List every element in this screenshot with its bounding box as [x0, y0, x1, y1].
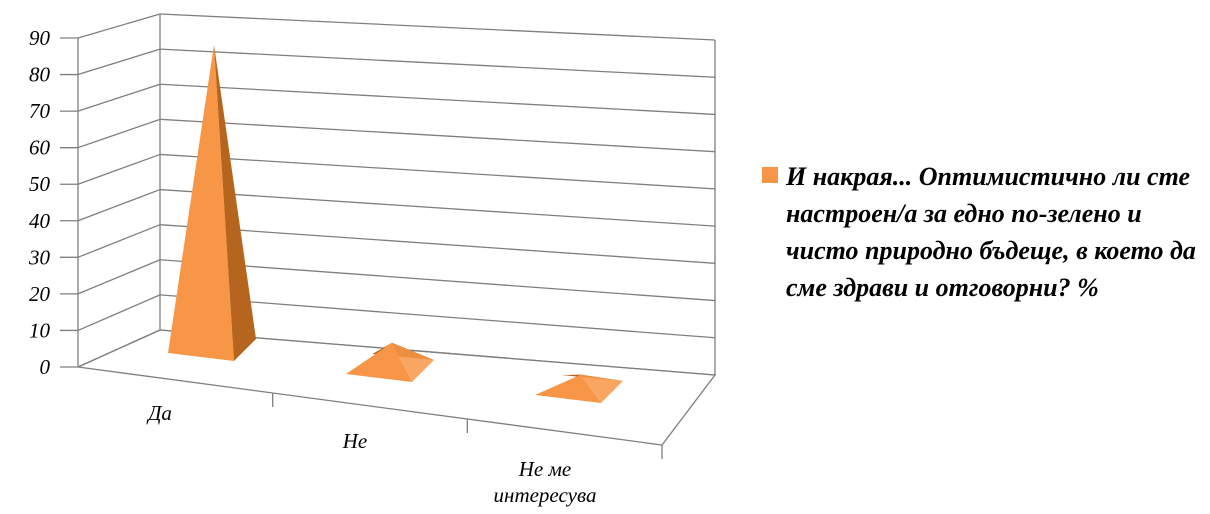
legend-swatch: [762, 167, 778, 183]
back-gridline: [159, 294, 716, 339]
back-gridline: [159, 153, 716, 190]
pyramid-side-face: [581, 374, 623, 403]
y-tick-label: 20: [29, 282, 51, 306]
side-gridline: [77, 329, 161, 368]
back-gridline: [159, 259, 716, 302]
side-gridline: [77, 48, 161, 76]
x-tick-line: Не: [342, 429, 368, 453]
x-tick-label: Да: [120, 400, 200, 426]
y-tick-label: 10: [29, 318, 51, 342]
y-tick-label: 80: [29, 63, 51, 87]
pyramid-chart: 0 10 20 30 40 50 60 70 80 90: [28, 13, 717, 459]
pyramid-front-face: [168, 44, 234, 361]
pyramid-side-face: [392, 342, 434, 382]
back-gridline: [159, 48, 716, 78]
chart-area: 0 10 20 30 40 50 60 70 80 90 Да Не Не ме интересу…: [28, 13, 717, 508]
back-gridline: [159, 118, 716, 153]
pyramid-front-face: [535, 374, 601, 403]
side-gridline: [77, 188, 161, 222]
x-tick-label: Не: [315, 428, 395, 454]
legend-label: И накрая... Оптимистично ли сте настроен…: [786, 162, 1196, 302]
y-tick-label: 90: [29, 26, 51, 50]
x-tick-label: Не ме интересува: [470, 456, 620, 508]
side-gridline: [77, 13, 161, 39]
side-gridline: [77, 153, 161, 185]
back-gridline: [159, 188, 716, 227]
back-gridline: [159, 83, 716, 116]
side-gridline: [77, 294, 161, 332]
back-gridline: [159, 224, 716, 264]
y-tick-label: 0: [40, 355, 51, 379]
pyramid-front-face: [346, 342, 412, 382]
y-tick-label: 70: [29, 99, 51, 123]
side-gridline: [77, 83, 161, 112]
y-tick-label: 40: [29, 209, 51, 233]
y-tick-label: 50: [29, 172, 51, 196]
y-tick-label: 30: [28, 245, 51, 269]
back-gridline: [159, 13, 716, 41]
pyramid-side-face: [214, 44, 256, 361]
x-tick-line: Да: [148, 401, 172, 425]
x-tick-line: интересува: [493, 483, 597, 507]
legend: И накрая... Оптимистично ли сте настроен…: [762, 158, 1202, 306]
side-gridline: [77, 259, 161, 295]
x-tick-line: Не ме: [518, 457, 572, 481]
side-gridline: [77, 224, 161, 258]
y-tick-label: 60: [29, 136, 51, 160]
side-gridline: [77, 118, 161, 149]
